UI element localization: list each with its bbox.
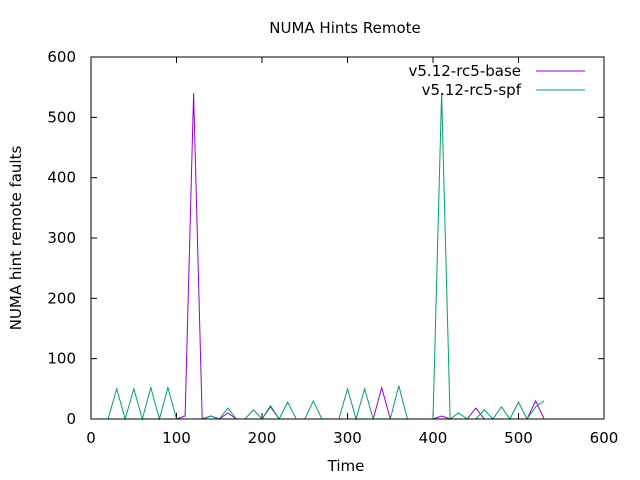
x-tick-label: 100 — [162, 429, 191, 447]
y-tick-label: 300 — [47, 229, 76, 247]
legend-label: v5.12-rc5-base — [409, 62, 522, 80]
y-tick-label: 600 — [47, 48, 76, 66]
x-axis-label: Time — [327, 457, 365, 475]
x-tick-label: 600 — [590, 429, 619, 447]
plot-frame — [90, 56, 605, 420]
y-tick-label: 500 — [47, 108, 76, 126]
y-axis-label: NUMA hint remote faults — [7, 146, 25, 331]
chart-title: NUMA Hints Remote — [269, 19, 420, 37]
y-tick-label: 0 — [66, 410, 76, 428]
x-tick-label: 0 — [86, 429, 96, 447]
x-tick-label: 300 — [333, 429, 362, 447]
axis-ticks: 0 100 200 300 400 500 600 0 100 200 300 400 500 600 — [47, 48, 618, 447]
y-tick-label: 400 — [47, 169, 76, 187]
y-tick-label: 200 — [47, 289, 76, 307]
y-tick-label: 100 — [47, 350, 76, 368]
legend-label: v5.12-rc5-spf — [422, 81, 522, 99]
x-tick-label: 200 — [248, 429, 277, 447]
x-tick-label: 400 — [419, 429, 448, 447]
x-tick-label: 500 — [504, 429, 533, 447]
